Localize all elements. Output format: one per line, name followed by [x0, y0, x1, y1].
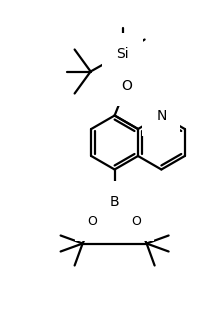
Text: B: B: [110, 194, 119, 209]
Text: O: O: [121, 79, 132, 92]
Text: O: O: [88, 215, 98, 228]
Text: Si: Si: [116, 46, 129, 61]
Text: O: O: [132, 215, 141, 228]
Text: N: N: [156, 109, 167, 122]
